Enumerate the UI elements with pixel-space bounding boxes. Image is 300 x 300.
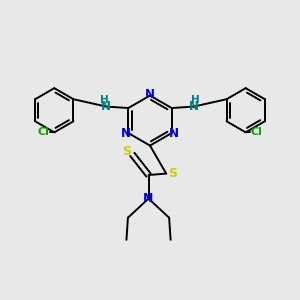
Text: H: H [191,95,200,105]
Text: N: N [101,100,111,113]
Text: Cl: Cl [251,127,263,137]
Text: N: N [143,192,154,205]
Text: Cl: Cl [37,127,49,137]
Text: H: H [100,95,109,105]
Text: N: N [169,127,179,140]
Text: S: S [168,167,177,180]
Text: N: N [145,88,155,101]
Text: N: N [189,100,199,113]
Text: S: S [122,145,131,158]
Text: N: N [121,127,131,140]
